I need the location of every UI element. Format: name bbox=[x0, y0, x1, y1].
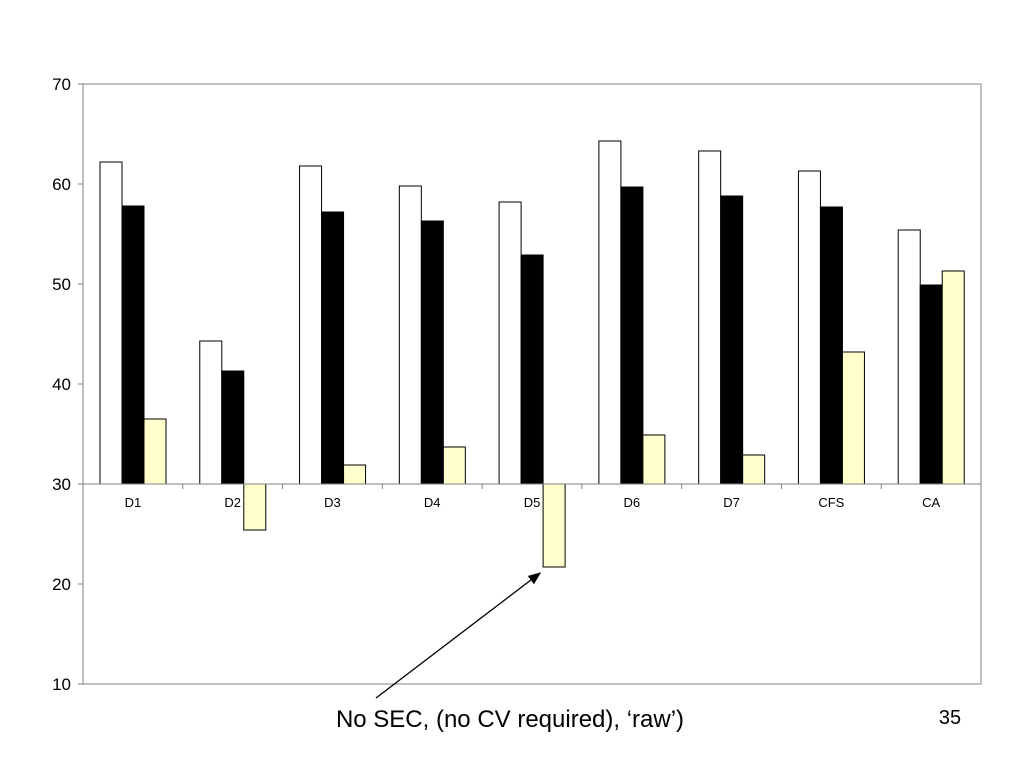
x-tick-label-d4: D4 bbox=[424, 495, 441, 510]
y-tick-label: 10 bbox=[52, 675, 71, 694]
x-tick-label-d1: D1 bbox=[125, 495, 142, 510]
y-tick-label: 40 bbox=[52, 375, 71, 394]
x-tick-label-d3: D3 bbox=[324, 495, 341, 510]
x-tick-label-d6: D6 bbox=[623, 495, 640, 510]
x-tick-label-d5: D5 bbox=[524, 495, 541, 510]
bar-series-3-d5 bbox=[542, 483, 566, 568]
y-tick-label: 70 bbox=[52, 75, 71, 94]
annotation-text: No SEC, (no CV required), ‘raw’) bbox=[335, 706, 685, 733]
x-tick-label-d2: D2 bbox=[224, 495, 241, 510]
bar-series-2-d2 bbox=[221, 370, 245, 485]
bar-series-1-d4 bbox=[398, 185, 422, 485]
bar-series-1-d1 bbox=[99, 161, 123, 485]
bar-series-2-d5 bbox=[520, 254, 544, 485]
bar-series-3-d2 bbox=[243, 483, 267, 531]
slide-number: 35 bbox=[938, 707, 962, 729]
bar-series-3-d4 bbox=[442, 446, 466, 485]
y-axis: 10 20 30 40 50 60 70 bbox=[52, 75, 83, 694]
bar-series-2-cfs bbox=[819, 206, 843, 485]
bar-series-1-d3 bbox=[299, 165, 323, 485]
annotation-arrow bbox=[375, 572, 542, 699]
bar-series-3-cfs bbox=[841, 351, 865, 485]
x-tick-label-d7: D7 bbox=[723, 495, 740, 510]
bar-series-3-d6 bbox=[642, 434, 666, 485]
bar-series-2-d4 bbox=[420, 220, 444, 485]
bar-series-3-d3 bbox=[343, 464, 367, 485]
x-tick-label-ca: CA bbox=[922, 495, 940, 510]
x-axis-labels: D1 D2 D3 D4 D5 D6 D7 CFS CA bbox=[125, 484, 940, 510]
bar-series-2-d3 bbox=[321, 211, 345, 485]
bar-series-3-d7 bbox=[742, 454, 766, 485]
bar-series-1-d2 bbox=[199, 340, 223, 485]
bar-series-1-d7 bbox=[698, 150, 722, 485]
x-tick-label-cfs: CFS bbox=[818, 495, 844, 510]
bar-series-3-ca bbox=[941, 270, 965, 485]
y-tick-label: 30 bbox=[52, 475, 71, 494]
y-tick-label: 60 bbox=[52, 175, 71, 194]
bar-series-2-ca bbox=[919, 284, 943, 485]
y-tick-label: 50 bbox=[52, 275, 71, 294]
y-tick-label: 20 bbox=[52, 575, 71, 594]
bars bbox=[99, 140, 965, 568]
bar-series-1-cfs bbox=[797, 170, 821, 485]
bar-series-2-d7 bbox=[720, 195, 744, 485]
bar-series-3-d1 bbox=[143, 418, 167, 485]
bar-series-2-d6 bbox=[620, 186, 644, 485]
bar-series-1-ca bbox=[897, 229, 921, 485]
bar-series-1-d5 bbox=[498, 201, 522, 485]
bar-series-1-d6 bbox=[598, 140, 622, 485]
bar-series-2-d1 bbox=[121, 205, 145, 485]
